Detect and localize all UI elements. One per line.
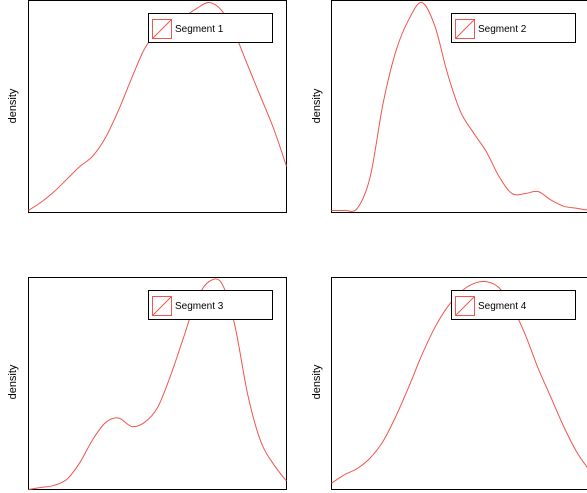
panel-3-legend-box xyxy=(148,290,273,320)
panel-1-legend: Segment 1 xyxy=(148,13,273,43)
panel-4-legend-key xyxy=(455,296,475,316)
panel-4-legend: Segment 4 xyxy=(451,290,576,320)
panel-1-ylabel: density xyxy=(7,88,19,123)
panel-4-legend-key-line xyxy=(455,296,475,316)
panel-2-legend-key xyxy=(455,19,475,39)
panel-1-frame xyxy=(28,0,287,213)
panel-4-frame xyxy=(331,277,587,490)
panel-3-legend-label: Segment 3 xyxy=(175,301,224,312)
panel-2-legend-key-line xyxy=(455,19,475,39)
panel-2-legend: Segment 2 xyxy=(451,13,576,43)
panel-3-ylabel: density xyxy=(7,364,19,399)
panel-1-legend-box xyxy=(148,13,273,43)
panel-2: density Segment 2 xyxy=(311,0,587,213)
panel-1-legend-key xyxy=(152,19,172,39)
panel-4-legend-box xyxy=(451,290,576,320)
panel-2-legend-label: Segment 2 xyxy=(478,24,527,35)
panel-2-frame xyxy=(331,0,587,213)
panel-3-legend-key xyxy=(152,296,172,316)
panel-4-legend-label: Segment 4 xyxy=(478,301,527,312)
panel-2-legend-box xyxy=(451,13,576,43)
panel-1: density Segment 1 xyxy=(7,0,287,213)
panel-3-frame xyxy=(28,277,287,490)
panel-3-legend-key-line xyxy=(152,296,172,316)
panel-4: density Segment 4 xyxy=(311,277,587,490)
panel-2-ylabel: density xyxy=(311,88,323,123)
panel-3-legend: Segment 3 xyxy=(148,290,273,320)
panel-3-density-line xyxy=(28,278,287,490)
panel-1-legend-key-line xyxy=(152,19,172,39)
panel-2-density-line xyxy=(331,1,587,212)
panel-4-ylabel: density xyxy=(311,364,323,399)
panel-3: density Segment 3 xyxy=(7,277,287,490)
panel-1-legend-label: Segment 1 xyxy=(175,24,224,35)
